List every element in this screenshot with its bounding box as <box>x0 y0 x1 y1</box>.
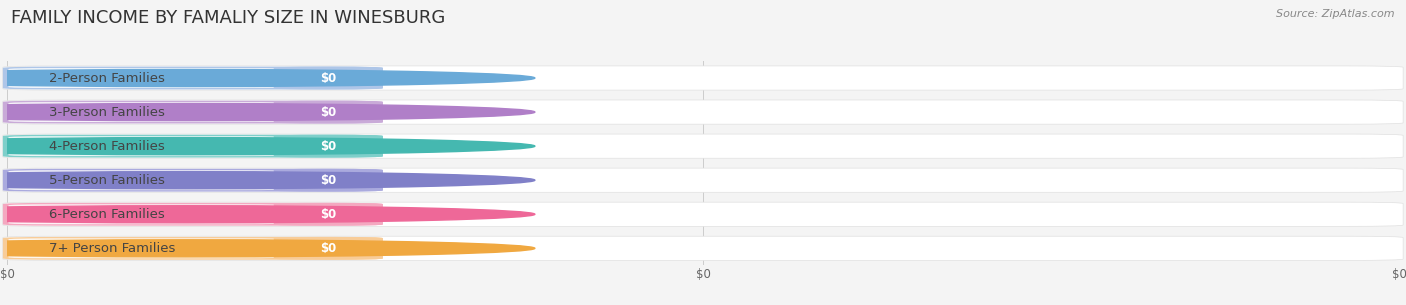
FancyBboxPatch shape <box>274 169 382 192</box>
FancyBboxPatch shape <box>3 100 1403 124</box>
Text: $0: $0 <box>321 140 336 152</box>
Text: $0: $0 <box>321 174 336 187</box>
FancyBboxPatch shape <box>8 68 285 88</box>
Text: 6-Person Families: 6-Person Families <box>49 208 165 221</box>
FancyBboxPatch shape <box>3 169 382 192</box>
Circle shape <box>0 172 534 189</box>
Circle shape <box>0 70 534 87</box>
Text: 4-Person Families: 4-Person Families <box>49 140 165 152</box>
FancyBboxPatch shape <box>3 237 382 260</box>
FancyBboxPatch shape <box>3 135 382 158</box>
FancyBboxPatch shape <box>3 66 382 89</box>
Text: 5-Person Families: 5-Person Families <box>49 174 165 187</box>
FancyBboxPatch shape <box>274 101 382 124</box>
Text: $0: $0 <box>321 72 336 84</box>
Circle shape <box>0 240 534 257</box>
FancyBboxPatch shape <box>3 134 1403 158</box>
FancyBboxPatch shape <box>3 202 1403 226</box>
Text: 2-Person Families: 2-Person Families <box>49 72 165 84</box>
Text: 7+ Person Families: 7+ Person Families <box>49 242 176 255</box>
FancyBboxPatch shape <box>8 136 285 156</box>
FancyBboxPatch shape <box>3 236 1403 260</box>
FancyBboxPatch shape <box>3 168 1403 192</box>
FancyBboxPatch shape <box>274 203 382 226</box>
FancyBboxPatch shape <box>8 204 285 224</box>
FancyBboxPatch shape <box>274 237 382 260</box>
FancyBboxPatch shape <box>274 66 382 89</box>
Text: Source: ZipAtlas.com: Source: ZipAtlas.com <box>1277 9 1395 19</box>
FancyBboxPatch shape <box>3 101 382 124</box>
FancyBboxPatch shape <box>8 102 285 122</box>
Circle shape <box>0 138 534 155</box>
Text: 3-Person Families: 3-Person Families <box>49 106 165 119</box>
Text: $0: $0 <box>321 106 336 119</box>
Circle shape <box>0 103 534 121</box>
Circle shape <box>0 206 534 223</box>
FancyBboxPatch shape <box>274 135 382 158</box>
Text: $0: $0 <box>321 242 336 255</box>
FancyBboxPatch shape <box>8 170 285 190</box>
FancyBboxPatch shape <box>8 238 285 258</box>
FancyBboxPatch shape <box>3 66 1403 90</box>
Text: FAMILY INCOME BY FAMALIY SIZE IN WINESBURG: FAMILY INCOME BY FAMALIY SIZE IN WINESBU… <box>11 9 446 27</box>
Text: $0: $0 <box>321 208 336 221</box>
FancyBboxPatch shape <box>3 203 382 226</box>
